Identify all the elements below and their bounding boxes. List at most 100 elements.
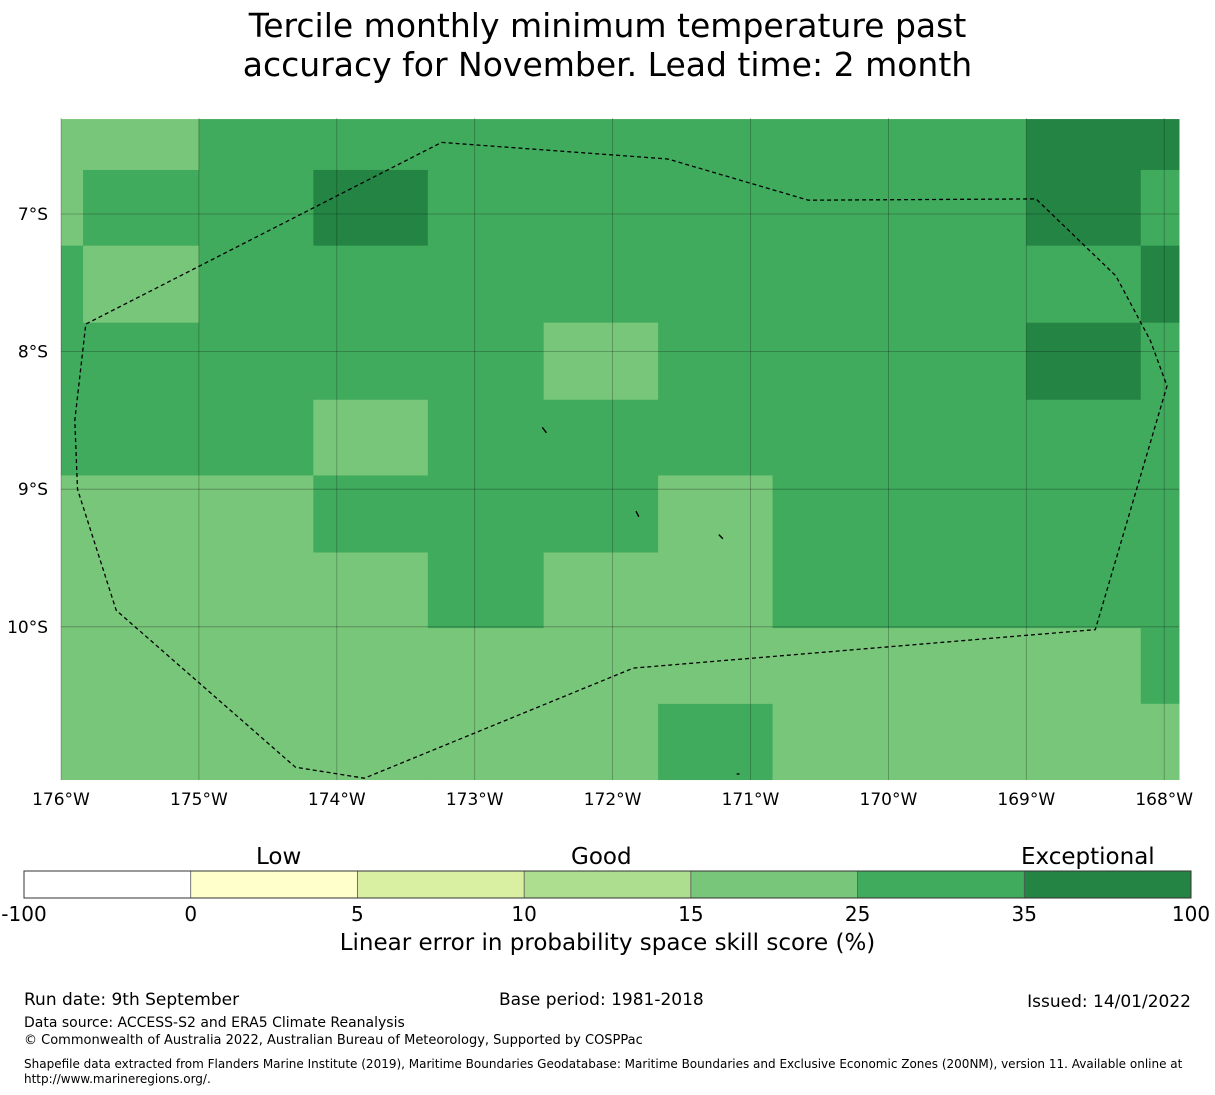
grid-cell bbox=[313, 703, 429, 781]
islands bbox=[541, 426, 740, 775]
grid-cell bbox=[1140, 703, 1180, 781]
colorbar-segment bbox=[690, 871, 858, 898]
grid-cell bbox=[772, 475, 889, 553]
grid-cell bbox=[61, 399, 84, 476]
grid-cell bbox=[313, 399, 429, 476]
grid-cell bbox=[772, 552, 889, 629]
grid-cell bbox=[888, 245, 1027, 324]
grid-cell bbox=[198, 628, 314, 705]
grid-cell bbox=[1026, 552, 1142, 629]
grid-cell bbox=[198, 552, 314, 629]
grid-cell bbox=[427, 552, 545, 629]
grid-cell bbox=[198, 322, 314, 401]
colorbar-segment bbox=[1024, 871, 1191, 898]
grid-cell bbox=[658, 119, 774, 171]
grid-cell bbox=[61, 628, 84, 705]
grid-cell bbox=[1026, 119, 1142, 171]
grid-cell bbox=[1140, 245, 1180, 324]
grid-cell bbox=[658, 552, 774, 629]
grid-cell bbox=[313, 322, 429, 401]
grid-cell bbox=[543, 628, 659, 705]
grid-cell bbox=[888, 552, 1027, 629]
grid-cell bbox=[198, 119, 314, 171]
grid-cell bbox=[198, 169, 314, 247]
run-date: Run date: 9th September bbox=[24, 990, 240, 1010]
colorbar-label: Linear error in probability space skill … bbox=[339, 930, 876, 956]
skill-score-map: 176°W 175°W 174°W 173°W 172°W 171°W 170°W 169°W… bbox=[7, 118, 1193, 810]
colorbar-tick-label: 0 bbox=[184, 902, 197, 926]
grid-cell bbox=[658, 399, 774, 476]
grid-cell bbox=[313, 475, 429, 553]
grid-cell bbox=[888, 399, 1027, 476]
grid-cell bbox=[658, 628, 774, 705]
grid-cell bbox=[772, 169, 889, 247]
colorbar-segment bbox=[357, 871, 525, 898]
footer-run-row: Run date: 9th September Base period: 198… bbox=[24, 990, 1191, 1014]
grid-cell bbox=[543, 703, 659, 781]
grid-cell bbox=[61, 322, 84, 401]
grid-cell bbox=[888, 703, 1027, 781]
grid-cell bbox=[427, 628, 545, 705]
longitude-tick-label: 176°W bbox=[32, 790, 90, 810]
colorbar-scale: -100 0 5 10 15 25 35 100 bbox=[1, 870, 1210, 926]
grid-cell bbox=[1026, 322, 1142, 401]
grid-cell bbox=[83, 703, 200, 781]
grid-cell bbox=[61, 169, 84, 247]
grid-cell bbox=[772, 399, 889, 476]
grid-cell bbox=[658, 703, 774, 781]
colorbar-segment bbox=[857, 871, 1025, 898]
grid-cell bbox=[313, 119, 429, 171]
grid-cell bbox=[772, 322, 889, 401]
grid-cell bbox=[1026, 628, 1142, 705]
grid-cell bbox=[83, 399, 200, 476]
grid-cell bbox=[658, 322, 774, 401]
grid-cell bbox=[1140, 628, 1180, 705]
latitude-tick-label: 9°S bbox=[18, 480, 48, 500]
grid-cell bbox=[1026, 169, 1142, 247]
grid-cell bbox=[543, 169, 659, 247]
grid-cell bbox=[1026, 703, 1142, 781]
longitude-tick-label: 175°W bbox=[170, 790, 228, 810]
latitude-tick-label: 7°S bbox=[18, 205, 48, 225]
grid-cell bbox=[83, 552, 200, 629]
grid-cell bbox=[543, 552, 659, 629]
longitude-tick-label: 173°W bbox=[446, 790, 504, 810]
grid-cell bbox=[1026, 475, 1142, 553]
colorbar-tick-label: 100 bbox=[1172, 902, 1210, 926]
grid-cell bbox=[427, 119, 545, 171]
longitude-tick-label: 170°W bbox=[860, 790, 918, 810]
grid-cell bbox=[313, 169, 429, 247]
longitude-tick-label: 171°W bbox=[722, 790, 780, 810]
grid-cell bbox=[427, 399, 545, 476]
grid-cell bbox=[313, 628, 429, 705]
grid-cell bbox=[1026, 399, 1142, 476]
grid-cell bbox=[83, 169, 200, 247]
grid-cell bbox=[1140, 552, 1180, 629]
eez-line bbox=[74, 141, 1168, 779]
colorbar-segment bbox=[24, 871, 191, 898]
grid-cell bbox=[198, 245, 314, 324]
category-good: Good bbox=[571, 844, 632, 870]
grid-cell bbox=[1140, 169, 1180, 247]
issued-date: Issued: 14/01/2022 bbox=[1027, 992, 1191, 1012]
grid-cell bbox=[543, 119, 659, 171]
longitude-tick-label: 169°W bbox=[997, 790, 1055, 810]
grid-cell bbox=[772, 119, 889, 171]
grid-cell bbox=[543, 245, 659, 324]
grid-cell bbox=[543, 399, 659, 476]
copyright: © Commonwealth of Australia 2022, Austra… bbox=[24, 1033, 643, 1048]
colorbar-tick-label: 15 bbox=[678, 902, 703, 926]
eez-boundary bbox=[74, 141, 1168, 779]
colorbar-tick-label: 5 bbox=[351, 902, 364, 926]
island-outline bbox=[541, 426, 547, 434]
latitude-ticks: 7°S 8°S 9°S 10°S bbox=[7, 205, 48, 638]
grid-cell bbox=[83, 322, 200, 401]
colorbar-segment bbox=[524, 871, 691, 898]
grid-cell bbox=[658, 169, 774, 247]
grid-cell bbox=[427, 703, 545, 781]
map-panel: 176°W 175°W 174°W 173°W 172°W 171°W 170°W 169°W… bbox=[7, 118, 1193, 810]
grid-cell bbox=[313, 552, 429, 629]
grid-cell bbox=[427, 322, 545, 401]
category-exceptional: Exceptional bbox=[1021, 844, 1155, 870]
grid-cell bbox=[313, 245, 429, 324]
